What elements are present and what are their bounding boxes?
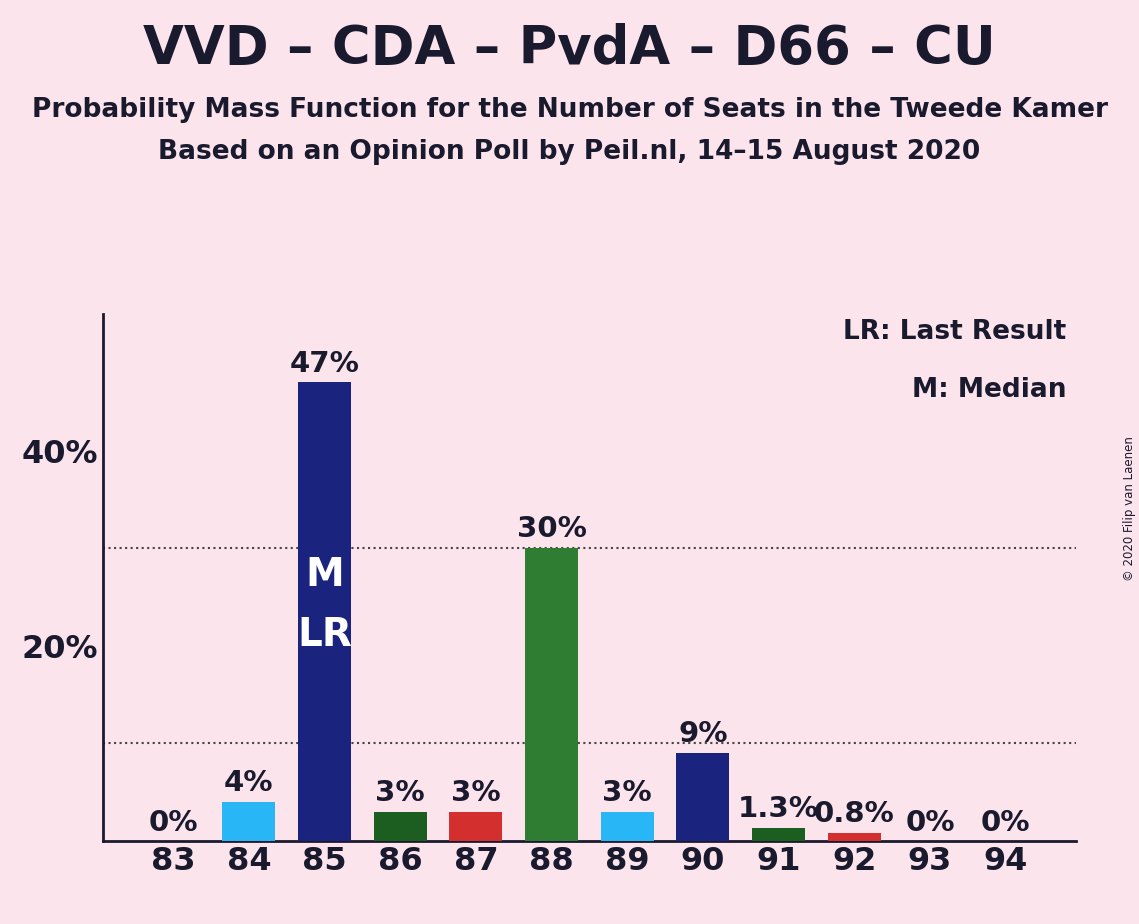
- Bar: [450, 811, 502, 841]
- Bar: [752, 828, 805, 841]
- Text: 0%: 0%: [148, 808, 198, 837]
- Bar: [298, 383, 351, 841]
- Text: 9%: 9%: [678, 720, 728, 748]
- Bar: [600, 811, 654, 841]
- Text: VVD – CDA – PvdA – D66 – CU: VVD – CDA – PvdA – D66 – CU: [144, 23, 995, 75]
- Text: 0%: 0%: [906, 808, 954, 837]
- Text: 30%: 30%: [517, 516, 587, 543]
- Text: LR: LR: [297, 615, 352, 653]
- Text: 4%: 4%: [224, 769, 273, 796]
- Text: 0.8%: 0.8%: [814, 800, 894, 828]
- Text: M: Median: M: Median: [912, 377, 1066, 404]
- Bar: [222, 802, 276, 841]
- Text: 0%: 0%: [981, 808, 1031, 837]
- Text: 3%: 3%: [376, 779, 425, 807]
- Bar: [374, 811, 427, 841]
- Bar: [828, 833, 880, 841]
- Text: 47%: 47%: [289, 349, 360, 378]
- Text: Based on an Opinion Poll by Peil.nl, 14–15 August 2020: Based on an Opinion Poll by Peil.nl, 14–…: [158, 139, 981, 164]
- Text: M: M: [305, 556, 344, 594]
- Text: 3%: 3%: [603, 779, 653, 807]
- Text: Probability Mass Function for the Number of Seats in the Tweede Kamer: Probability Mass Function for the Number…: [32, 97, 1107, 123]
- Bar: [677, 753, 729, 841]
- Text: 1.3%: 1.3%: [738, 796, 819, 823]
- Text: © 2020 Filip van Laenen: © 2020 Filip van Laenen: [1123, 436, 1137, 580]
- Bar: [525, 548, 579, 841]
- Text: 3%: 3%: [451, 779, 501, 807]
- Text: LR: Last Result: LR: Last Result: [843, 320, 1066, 346]
